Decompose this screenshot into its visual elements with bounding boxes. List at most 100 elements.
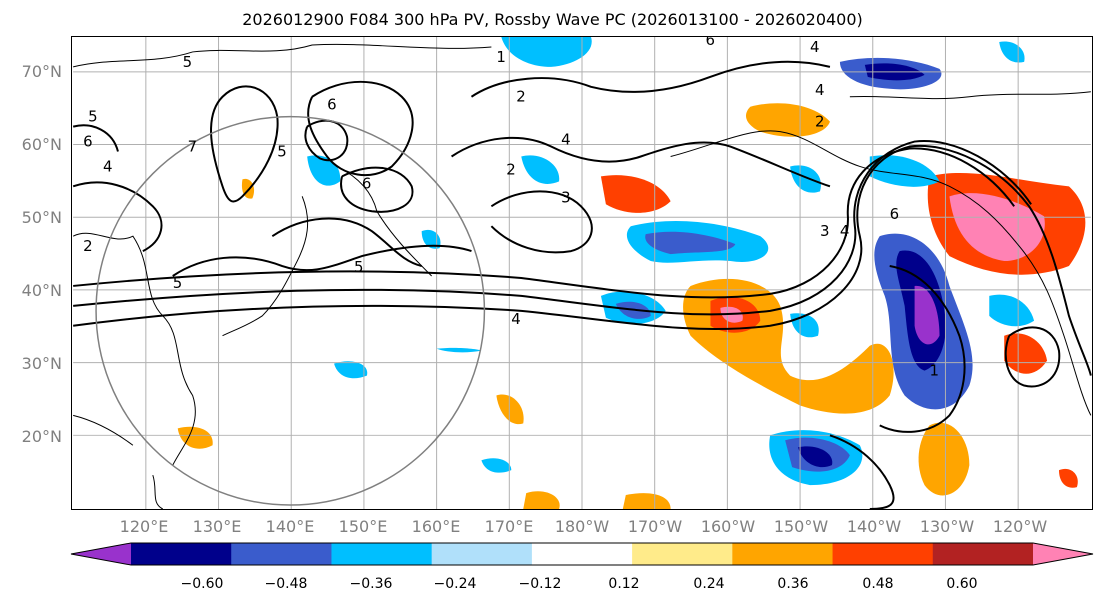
anomaly-fill	[914, 285, 940, 345]
lat-label: 50°N	[21, 208, 62, 227]
lon-label: 160°W	[700, 517, 756, 536]
colorbar-segment	[431, 543, 533, 565]
colorbar-segment	[131, 543, 232, 565]
lon-label: 170°W	[627, 517, 683, 536]
contour-label: 5	[88, 108, 98, 126]
anomaly-fill	[869, 155, 940, 187]
pv-contour	[72, 124, 119, 152]
lon-label: 120°W	[992, 517, 1048, 536]
anomaly-fill	[798, 446, 833, 468]
colorbar-tick: 0.48	[862, 576, 894, 592]
contour-label: 2	[815, 113, 825, 131]
anomaly-fill	[645, 231, 736, 255]
colorbar-extension-high	[1033, 543, 1093, 565]
lat-label: 40°N	[21, 281, 62, 300]
anomaly-fill	[999, 41, 1025, 63]
contour-label: 4	[103, 157, 112, 175]
anomaly-fill	[918, 422, 970, 496]
contour-label: 1	[496, 48, 506, 66]
colorbar-segment	[632, 543, 733, 565]
contour-label: 5	[277, 142, 287, 160]
colorbar-tick: −0.12	[518, 576, 562, 592]
anomaly-fill	[600, 175, 671, 213]
contour-label: 6	[890, 205, 900, 223]
contour-label: 7	[188, 138, 198, 156]
colorbar-tick: 0.12	[608, 576, 640, 592]
pv-contour	[72, 181, 163, 252]
coastline	[72, 232, 196, 466]
anomaly-fill	[1058, 468, 1078, 488]
pv-contour	[307, 80, 414, 176]
pv-contour	[73, 139, 1032, 316]
pv-contour	[172, 244, 472, 277]
contour-label: 5	[183, 53, 193, 71]
colorbar-segments	[70, 542, 1094, 566]
anomaly-fill	[989, 294, 1035, 327]
pv-contour	[451, 136, 831, 188]
contour-label: 2	[516, 88, 526, 106]
colorbar-segment	[832, 543, 934, 565]
map-plot: 1 2 4 5 6 6 7 5 4 2 3 4 6 4 2 4 3 4 6 5 …	[71, 36, 1093, 510]
anomaly-fill	[481, 458, 512, 473]
contour-label: 6	[705, 36, 715, 49]
contour-label: 2	[506, 160, 516, 178]
anomaly-fill	[177, 426, 213, 449]
lon-label: 120°E	[119, 517, 169, 536]
rossby-region-circle	[95, 115, 486, 506]
colorbar-segment	[231, 543, 332, 565]
positive-anomaly-fills	[177, 103, 1086, 509]
anomaly-fill	[501, 37, 592, 67]
map-title: 2026012900 F084 300 hPa PV, Rossby Wave …	[242, 10, 863, 29]
contour-label: 5	[173, 274, 183, 292]
contour-label: 4	[561, 131, 571, 149]
lon-label: 180°W	[554, 517, 610, 536]
colorbar-segment	[531, 543, 633, 565]
coastline	[670, 130, 1092, 416]
anomaly-fill	[622, 493, 671, 509]
lat-label: 20°N	[21, 427, 62, 446]
lon-label: 150°W	[773, 517, 829, 536]
pv-contours	[72, 60, 1092, 509]
anomaly-fill	[949, 193, 1045, 262]
contour-label: 4	[511, 310, 520, 328]
anomaly-fill	[496, 394, 524, 425]
coastline	[73, 43, 492, 68]
pv-contour	[470, 60, 831, 98]
colorbar-tick: −0.60	[180, 576, 224, 592]
pv-contour	[73, 144, 1092, 376]
anomaly-fill	[521, 155, 560, 184]
contour-label: 4	[840, 222, 850, 240]
lon-label: 140°E	[265, 517, 315, 536]
colorbar-tick: −0.36	[349, 576, 393, 592]
lon-label: 130°E	[192, 517, 242, 536]
anomaly-fill	[683, 278, 894, 414]
lon-label: 140°W	[846, 517, 902, 536]
anomaly-fill	[436, 347, 482, 353]
pv-contour	[271, 217, 422, 267]
lat-label: 30°N	[21, 354, 62, 373]
contour-label: 4	[815, 81, 825, 99]
coastline	[849, 91, 1091, 100]
pv-contour	[340, 166, 414, 213]
anomaly-fill	[421, 229, 441, 249]
lon-label: 130°W	[919, 517, 975, 536]
contour-label: 2	[83, 237, 93, 255]
coastline	[222, 196, 309, 337]
lon-label: 170°E	[484, 517, 534, 536]
colorbar-tick: −0.24	[433, 576, 477, 592]
contour-label: 6	[83, 133, 93, 151]
anomaly-fill	[1004, 333, 1048, 374]
anomaly-fill	[523, 491, 560, 509]
lon-label: 150°E	[338, 517, 388, 536]
lat-label: 70°N	[21, 62, 62, 81]
contour-label: 1	[930, 362, 940, 380]
negative-anomaly-fills	[307, 37, 1035, 486]
anomaly-fill	[334, 361, 368, 379]
lon-label: 160°E	[411, 517, 461, 536]
colorbar-outline	[70, 542, 1094, 566]
contour-label: 4	[810, 38, 820, 56]
anomaly-fill	[790, 165, 821, 193]
pv-contour	[73, 147, 1015, 299]
contour-label: 6	[362, 174, 372, 192]
colorbar-tick: 0.24	[693, 576, 725, 592]
